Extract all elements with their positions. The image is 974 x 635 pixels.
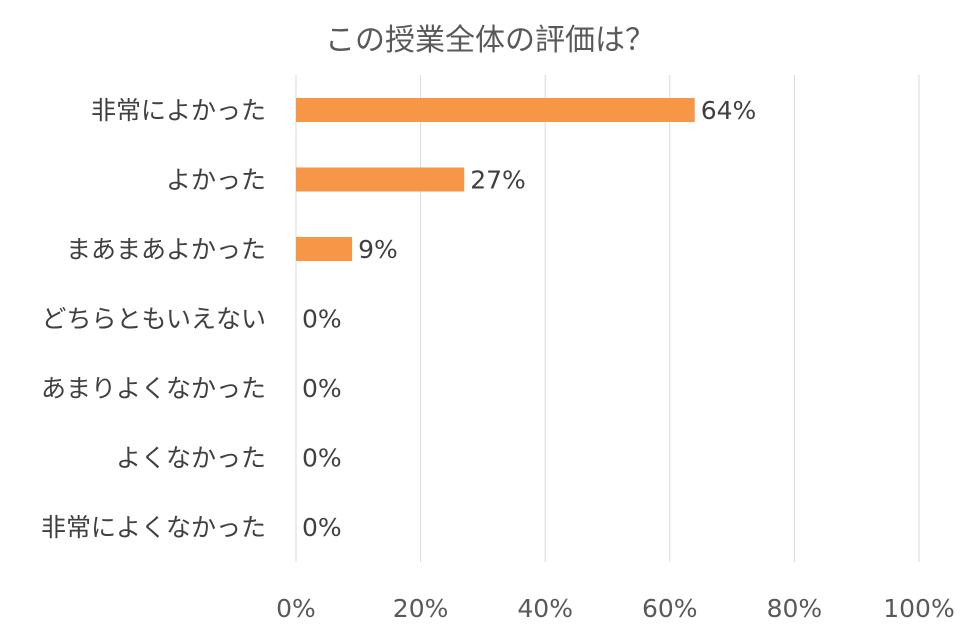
bar: [296, 98, 695, 122]
data-label: 9%: [358, 235, 398, 264]
bars: [296, 98, 695, 261]
category-label: あまりよくなかった: [41, 374, 266, 403]
x-tick-label: 80%: [767, 594, 823, 623]
data-labels: 64% 27% 9% 0% 0% 0% 0%: [302, 96, 756, 542]
chart-title: この授業全体の評価は？: [325, 23, 655, 58]
gridlines: [295, 75, 920, 562]
data-label: 0%: [302, 374, 342, 403]
bar: [296, 167, 465, 192]
category-label: 非常によくなかった: [41, 513, 266, 542]
data-label: 0%: [302, 444, 342, 473]
x-tick-label: 40%: [517, 594, 573, 623]
x-axis-ticks: 0% 20% 40% 60% 80% 100%: [276, 594, 955, 623]
category-label: まあまあよかった: [66, 235, 266, 264]
data-label: 64%: [701, 96, 757, 125]
data-label: 27%: [470, 166, 526, 195]
category-label: よくなかった: [116, 444, 266, 473]
x-tick-label: 0%: [276, 594, 316, 623]
x-tick-label: 60%: [642, 594, 698, 623]
category-label: よかった: [166, 166, 266, 195]
data-label: 0%: [302, 513, 342, 542]
x-tick-label: 100%: [883, 594, 954, 623]
bar: [296, 237, 353, 261]
category-label: 非常によかった: [91, 96, 266, 125]
data-label: 0%: [302, 305, 342, 334]
category-labels: 非常によかったよかったまあまあよかったどちらともいえないあまりよくなかったよくな…: [41, 96, 266, 542]
category-label: どちらともいえない: [41, 305, 266, 334]
x-tick-label: 20%: [393, 594, 449, 623]
